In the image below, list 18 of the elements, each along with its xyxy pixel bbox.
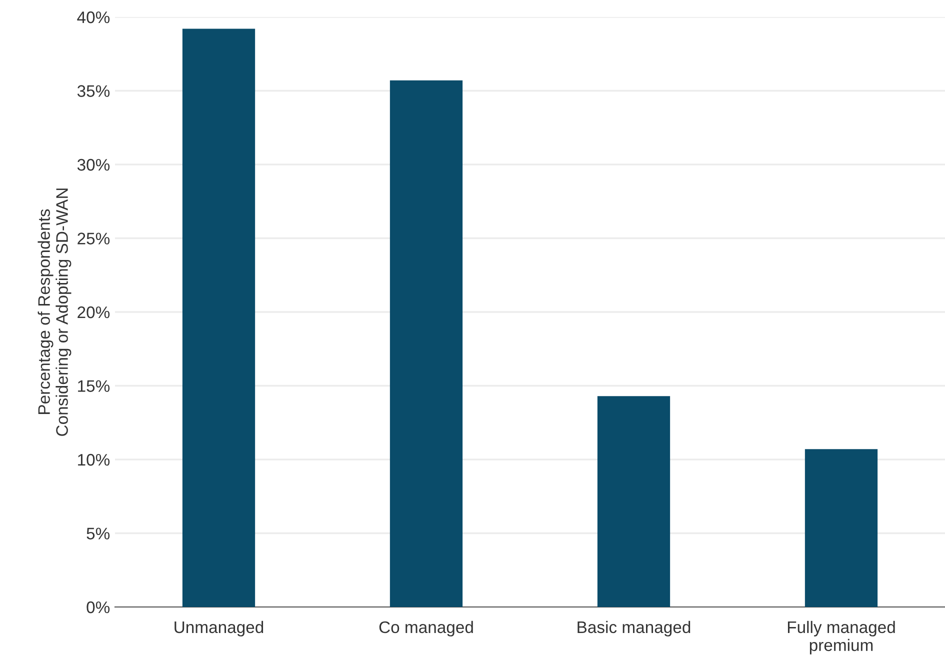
bar (597, 396, 670, 607)
x-tick-label: Co managed (379, 620, 473, 636)
x-tick-label: Fully managed premium (788, 620, 895, 654)
y-tick-label: 5% (86, 528, 110, 540)
bar (390, 80, 463, 607)
y-tick-label: 0% (86, 601, 110, 614)
x-tick-label: Unmanaged (174, 620, 264, 636)
y-tick-label: 30% (77, 158, 110, 171)
y-tick-label: 25% (78, 232, 110, 244)
bar (804, 449, 878, 607)
y-tick-label: 10% (78, 454, 110, 466)
y-tick-label: 40% (77, 11, 110, 24)
y-tick-label: 20% (78, 306, 110, 318)
y-tick-label: 15% (78, 380, 110, 392)
x-tick-label: Basic managed (578, 620, 690, 636)
bar (182, 28, 256, 607)
y-tick-label: 35% (77, 85, 110, 97)
y-axis-title: Percentage of Respondents Considering or Adopting SD-WAN (38, 188, 72, 436)
